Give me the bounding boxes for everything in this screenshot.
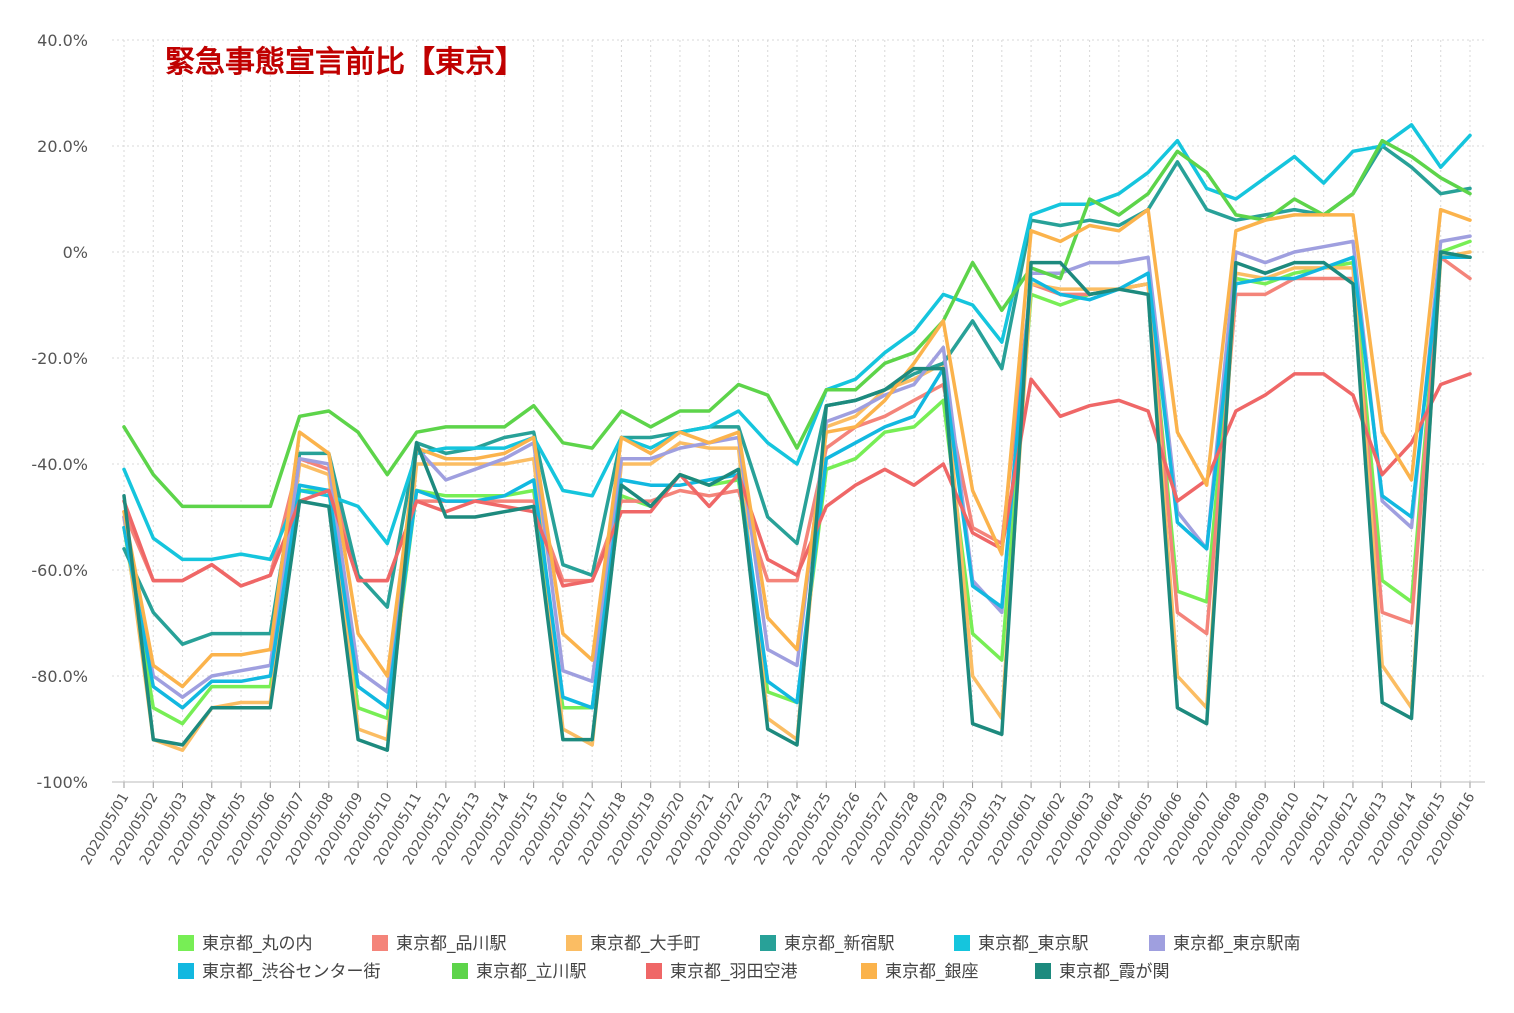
series-line-4 bbox=[122, 123, 1472, 562]
y-tick-label: -60.0% bbox=[31, 561, 88, 580]
legend-item-label: 東京都_丸の内 bbox=[202, 934, 313, 954]
legend-swatch bbox=[372, 935, 388, 951]
series-line-7 bbox=[122, 138, 1472, 509]
series-line-1 bbox=[122, 255, 1472, 636]
legend-item-label: 東京都_霞が関 bbox=[1059, 962, 1170, 982]
legend-item-label: 東京都_大手町 bbox=[590, 934, 701, 954]
legend-swatch bbox=[646, 963, 662, 979]
y-tick-label: -100% bbox=[36, 773, 88, 792]
legend-swatch bbox=[1035, 963, 1051, 979]
legend-swatch bbox=[566, 935, 582, 951]
legend: 東京都_丸の内 東京都_品川駅 東京都_大手町 東京都_新宿駅 東京都_東京駅 東京都_東… bbox=[178, 934, 1301, 982]
legend-item-label: 東京都_立川駅 bbox=[476, 962, 587, 982]
legend-item-label: 東京都_東京駅南 bbox=[1173, 934, 1301, 954]
legend-item-label: 東京都_東京駅 bbox=[978, 934, 1089, 954]
y-tick-label: -40.0% bbox=[31, 455, 88, 474]
y-tick-label: 0% bbox=[63, 243, 88, 262]
legend-swatch bbox=[178, 963, 194, 979]
legend-item-label: 東京都_新宿駅 bbox=[784, 934, 895, 954]
legend-item-label: 東京都_品川駅 bbox=[396, 934, 507, 954]
y-tick-label: -20.0% bbox=[31, 349, 88, 368]
series-line-8 bbox=[122, 372, 1472, 588]
series-line-5 bbox=[122, 234, 1472, 699]
series-lines bbox=[122, 123, 1472, 752]
y-tick-label: 20.0% bbox=[37, 137, 88, 156]
legend-swatch bbox=[178, 935, 194, 951]
series-line-6 bbox=[122, 255, 1472, 710]
legend-swatch bbox=[1149, 935, 1165, 951]
legend-swatch bbox=[861, 963, 877, 979]
y-tick-label: 40.0% bbox=[37, 31, 88, 50]
y-tick-label: -80.0% bbox=[31, 667, 88, 686]
chart-title: 緊急事態宣言前比【東京】 bbox=[165, 45, 525, 80]
legend-swatch bbox=[452, 963, 468, 979]
legend-item-label: 東京都_羽田空港 bbox=[670, 962, 798, 982]
series-line-10 bbox=[122, 250, 1472, 752]
legend-swatch bbox=[954, 935, 970, 951]
legend-item-label: 東京都_渋谷センター街 bbox=[202, 962, 381, 982]
legend-item-label: 東京都_銀座 bbox=[885, 962, 979, 982]
series-line-9 bbox=[122, 207, 1472, 689]
legend-swatch bbox=[760, 935, 776, 951]
